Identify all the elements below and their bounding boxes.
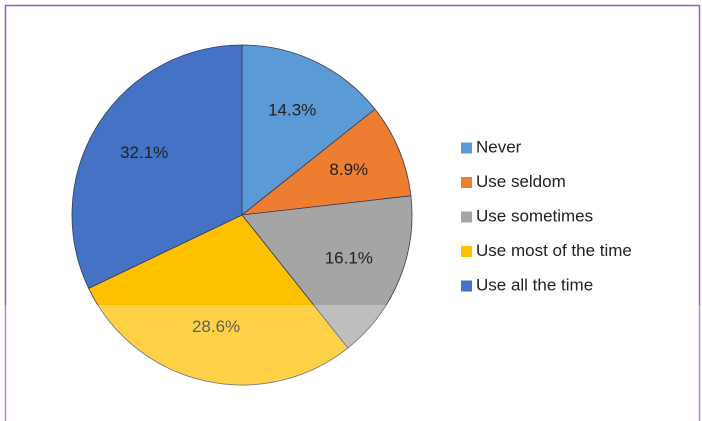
watermark-overlay bbox=[0, 305, 702, 421]
legend-label: Use seldom bbox=[476, 172, 566, 191]
legend-label: Use most of the time bbox=[476, 241, 632, 260]
legend-label: Use all the time bbox=[476, 275, 593, 294]
frame bbox=[4, 4, 701, 421]
pie-slice bbox=[241, 44, 376, 216]
pie-slice bbox=[71, 44, 243, 289]
data-label: 16.1% bbox=[325, 249, 373, 268]
data-label: 8.9% bbox=[329, 160, 368, 179]
pie: 14.3% 8.9% 16.1% 28.6% 32.1% bbox=[71, 44, 413, 386]
legend-swatch bbox=[461, 177, 472, 188]
legend-swatch bbox=[461, 211, 472, 223]
legend-swatch bbox=[461, 246, 472, 257]
legend-swatch bbox=[461, 280, 472, 292]
data-label: 28.6% bbox=[192, 317, 240, 336]
pie-slice bbox=[240, 108, 412, 216]
data-label: 14.3% bbox=[268, 100, 316, 119]
legend-label: Never bbox=[476, 137, 522, 156]
legend: Never Use seldom Use sometimes Use most of … bbox=[461, 137, 632, 294]
legend-label: Use sometimes bbox=[476, 206, 593, 225]
data-label: 32.1% bbox=[120, 143, 168, 162]
legend-swatch bbox=[461, 142, 472, 154]
pie-slice bbox=[241, 195, 413, 349]
